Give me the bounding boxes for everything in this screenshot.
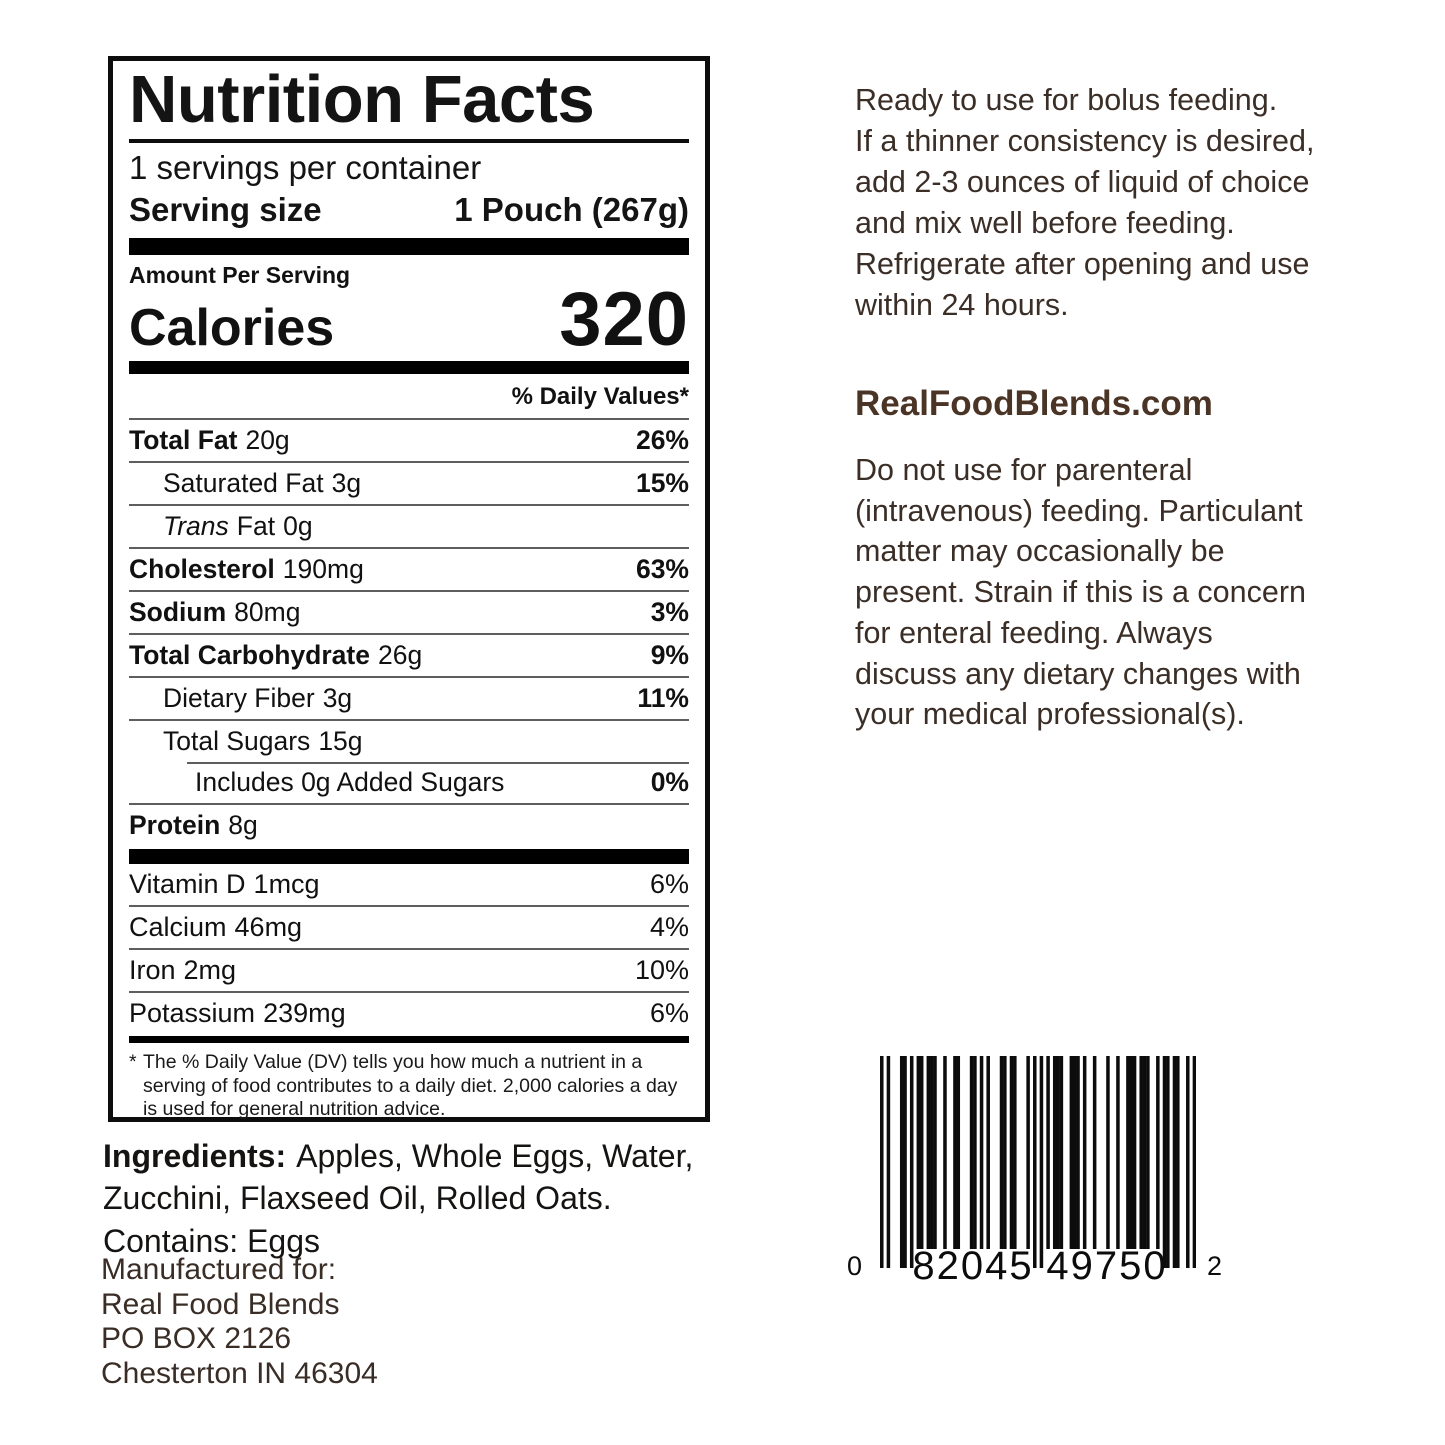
barcode-number-system-digit: 0 (847, 1251, 863, 1281)
footnote: * The % Daily Value (DV) tells you how m… (129, 1051, 689, 1122)
nutrient-row-total-fat: Total Fat 20g 26% (129, 420, 689, 461)
nutrient-row-trans-fat: Trans Fat 0g (129, 504, 689, 547)
nutrient-name: Dietary Fiber 3g (163, 683, 353, 713)
nutrient-name: Calcium 46mg (129, 912, 303, 942)
serving-size-label: Serving size (129, 191, 322, 228)
thick-divider (129, 361, 689, 374)
micronutrient-table: Vitamin D 1mcg 6% Calcium 46mg 4% Iron 2mg … (129, 864, 689, 1034)
ingredients-label: Ingredients: (103, 1138, 287, 1174)
divider (129, 139, 689, 143)
nutrient-name: Protein 8g (129, 810, 258, 840)
nutrient-dv: 10% (634, 955, 689, 985)
nutrition-facts-title: Nutrition Facts (129, 62, 595, 137)
nutrient-row-cholesterol: Cholesterol 190mg 63% (129, 547, 689, 590)
barcode-left-digits: 82045 (912, 1244, 1034, 1288)
nutrient-dv: 3% (650, 597, 689, 627)
nutrient-row-sodium: Sodium 80mg 3% (129, 590, 689, 633)
upc-barcode: 0 82045 49750 2 (845, 1050, 1265, 1295)
calories-row: Calories 320 (129, 277, 689, 362)
nutrient-name: Sodium 80mg (129, 597, 301, 627)
nutrition-facts-panel: Nutrition Facts 1 servings per container… (108, 56, 710, 1122)
manufacturer-address: Manufactured for: Real Food Blends PO BO… (101, 1253, 378, 1390)
serving-size-value: 1 Pouch (267g) (454, 191, 689, 228)
nutrient-row-total-carbohydrate: Total Carbohydrate 26g 9% (129, 633, 689, 676)
micronutrient-row-vitamin-d: Vitamin D 1mcg 6% (129, 864, 689, 905)
nutrient-name: Total Sugars 15g (163, 726, 363, 756)
nutrient-name: Vitamin D 1mcg (129, 869, 320, 899)
ingredients-text: Ingredients: Apples, Whole Eggs, Water, Z… (103, 1135, 743, 1219)
ingredients-list: Apples, Whole Eggs, Water, Zucchini, Fla… (103, 1138, 694, 1216)
nutrient-dv: 9% (650, 640, 689, 670)
nutrient-name: Includes 0g Added Sugars (195, 767, 505, 797)
nutrient-row-added-sugars: Includes 0g Added Sugars 0% (129, 762, 689, 803)
nutrient-name: Total Carbohydrate 26g (129, 640, 423, 670)
nutrient-dv: 63% (635, 554, 689, 584)
nutrient-dv: 4% (649, 912, 689, 942)
nutrient-dv: 26% (635, 425, 689, 455)
micronutrient-row-potassium: Potassium 239mg 6% (129, 991, 689, 1034)
micronutrient-row-iron: Iron 2mg 10% (129, 948, 689, 991)
nutrient-name: Trans Fat 0g (163, 511, 313, 541)
nutrient-dv: 6% (649, 869, 689, 899)
nutrient-dv: 11% (637, 683, 689, 713)
contains-statement: Contains: Eggs (103, 1223, 321, 1259)
nutrient-row-total-sugars: Total Sugars 15g (129, 719, 689, 762)
micronutrient-row-calcium: Calcium 46mg 4% (129, 905, 689, 948)
usage-instructions: Ready to use for bolus feeding. If a thi… (855, 83, 1315, 322)
nutrient-row-protein: Protein 8g (129, 803, 689, 846)
nutrient-name: Total Fat 20g (129, 425, 290, 455)
amount-per-serving-label: Amount Per Serving (129, 262, 351, 288)
nutrient-dv: 6% (649, 998, 689, 1028)
calories-label: Calories (129, 299, 335, 357)
servings-per-container: 1 servings per container (129, 149, 482, 186)
nutrient-name: Potassium 239mg (129, 998, 346, 1028)
warning-text: Do not use for parenteral (intravenous) … (855, 453, 1306, 732)
website-url: RealFoodBlends.com (855, 384, 1213, 423)
nutrient-row-dietary-fiber: Dietary Fiber 3g 11% (129, 676, 689, 719)
nutrient-row-saturated-fat: Saturated Fat 3g 15% (129, 461, 689, 504)
nutrient-dv: 0% (650, 767, 689, 797)
daily-values-header: % Daily Values* (129, 374, 689, 420)
nutrient-name: Cholesterol 190mg (129, 554, 364, 584)
footnote-asterisk: * (129, 1051, 137, 1073)
nutrient-name: Saturated Fat 3g (163, 468, 362, 498)
barcode-right-digits: 49750 (1046, 1244, 1168, 1288)
thick-divider (129, 1036, 689, 1043)
barcode-bars (880, 1056, 1196, 1268)
barcode-check-digit: 2 (1207, 1251, 1223, 1281)
nutrient-table: Total Fat 20g 26% Saturated Fat 3g 15% Tra… (129, 420, 689, 846)
footnote-text: The % Daily Value (DV) tells you how muc… (143, 1051, 678, 1120)
serving-size-row: Serving size 1 Pouch (267g) (129, 189, 689, 231)
calories-value: 320 (559, 277, 689, 362)
thick-divider (129, 238, 689, 255)
nutrient-name: Iron 2mg (129, 955, 237, 985)
thick-divider (129, 849, 689, 864)
nutrient-dv: 15% (635, 468, 689, 498)
